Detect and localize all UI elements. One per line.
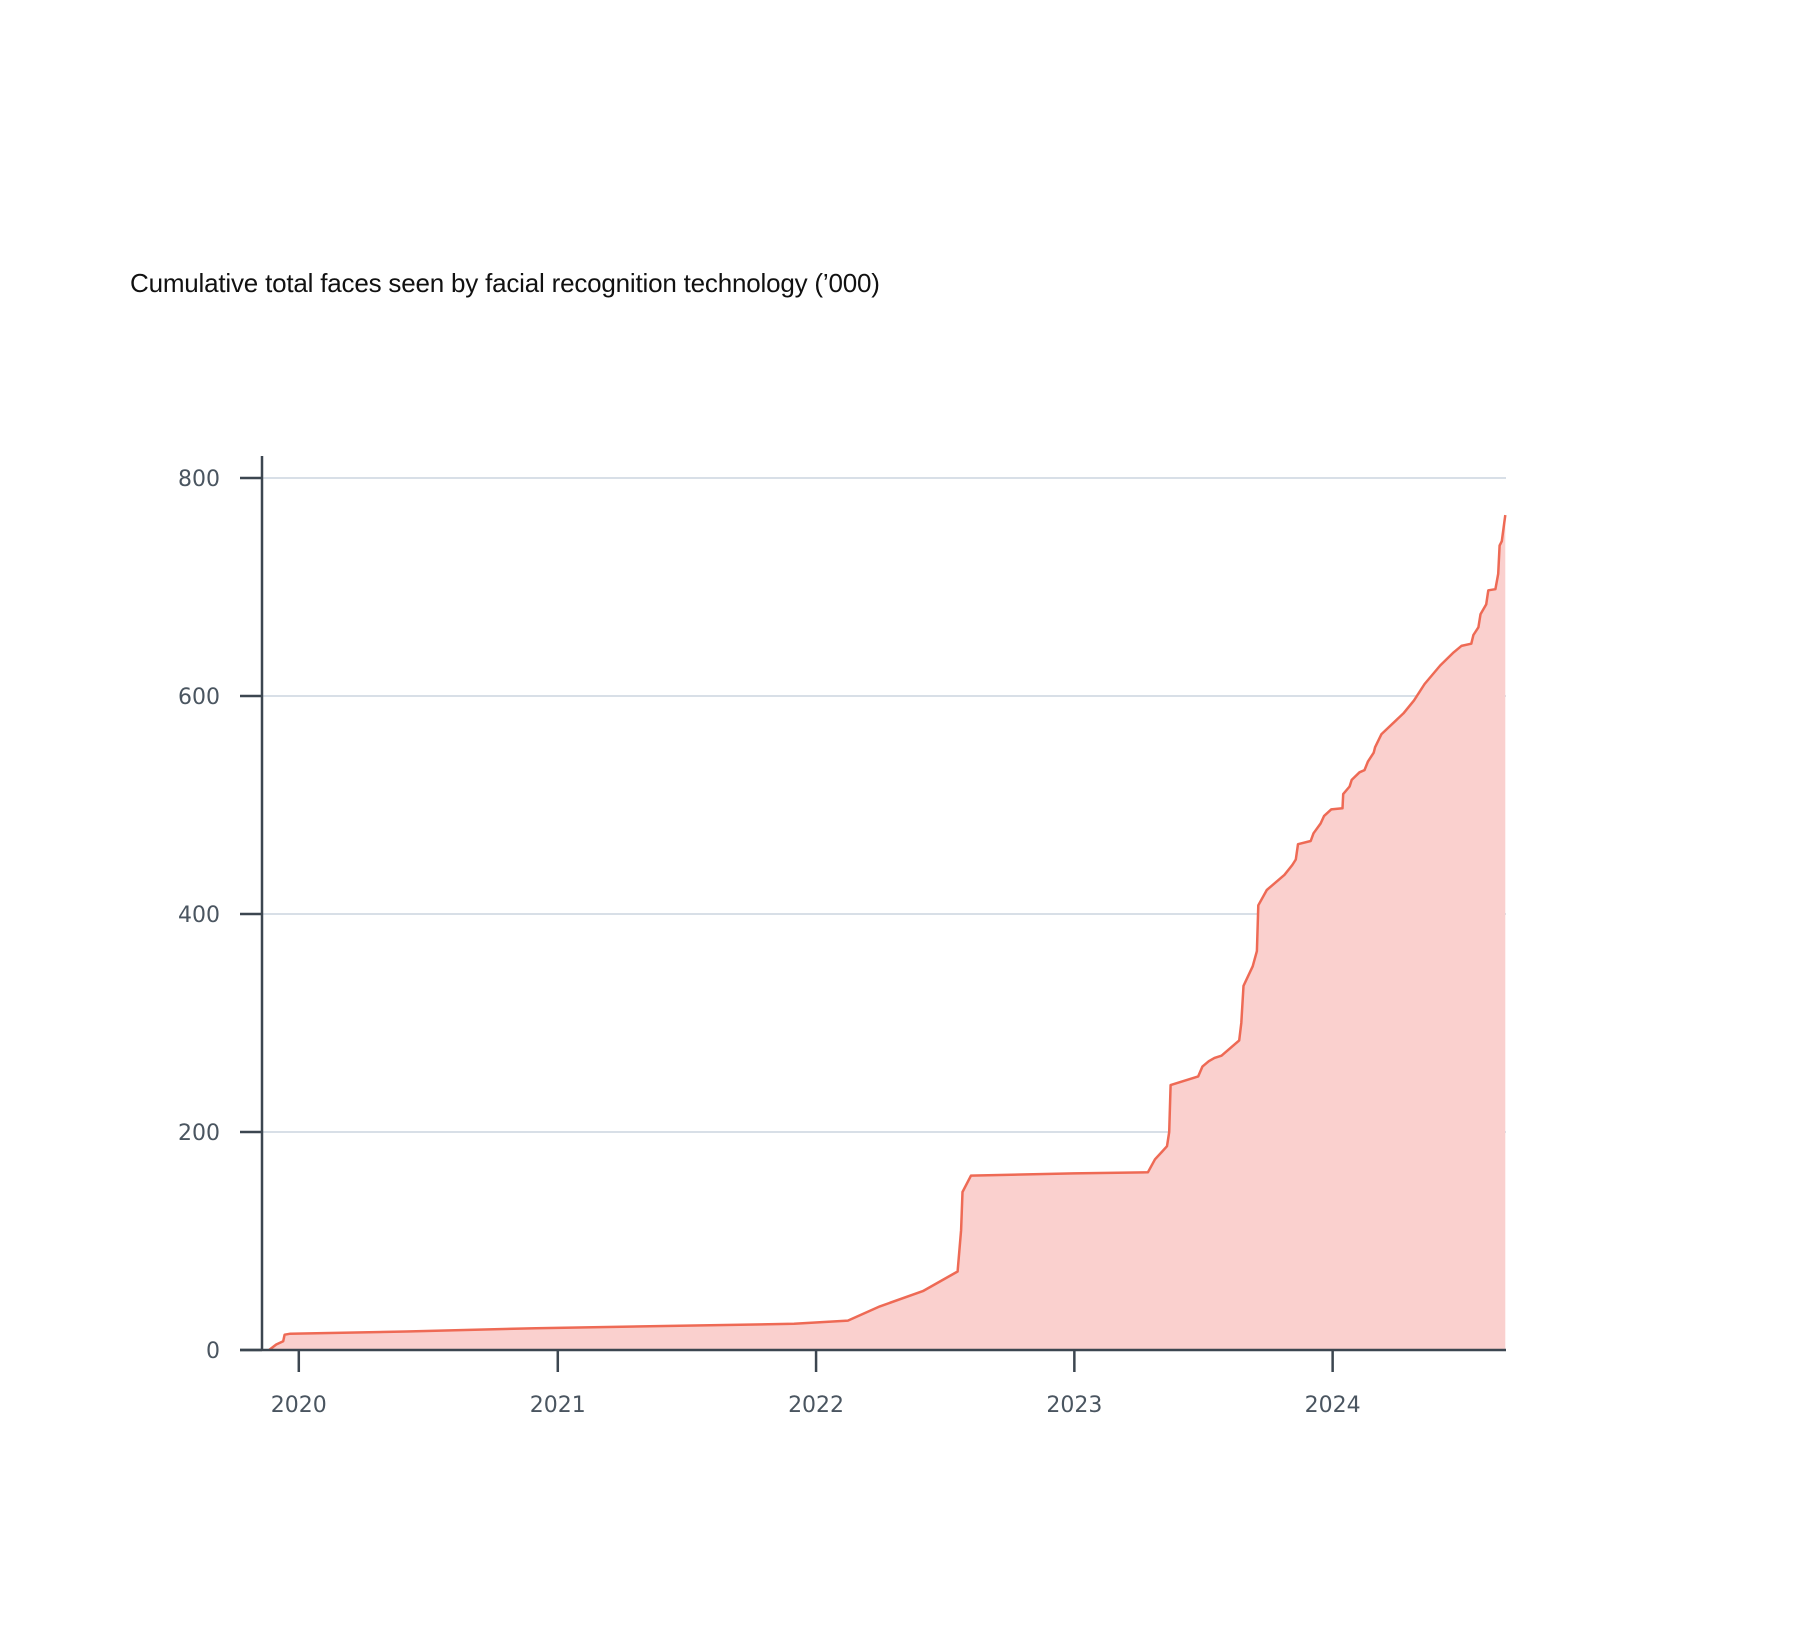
y-tick-label-600: 600 [178,685,220,710]
y-tick-label-800: 800 [178,467,220,492]
x-tick-label-2024: 2024 [1305,1393,1361,1418]
x-tick-label-2023: 2023 [1046,1393,1102,1418]
series-area [268,514,1507,1351]
x-tick-label-2022: 2022 [788,1393,844,1418]
y-tick-label-200: 200 [178,1121,220,1146]
x-tick-label-2020: 2020 [271,1393,327,1418]
axes [240,456,1506,1372]
chart-title: Cumulative total faces seen by facial re… [130,268,880,298]
x-tick-label-2021: 2021 [530,1393,586,1418]
y-tick-label-400: 400 [178,903,220,928]
series-line [268,514,1507,1351]
y-tick-label-0: 0 [206,1339,220,1364]
series-fill [269,515,1506,1350]
tick-labels: 0 200 400 600 800 2020 2021 2022 2023 2024 [178,467,1361,1418]
